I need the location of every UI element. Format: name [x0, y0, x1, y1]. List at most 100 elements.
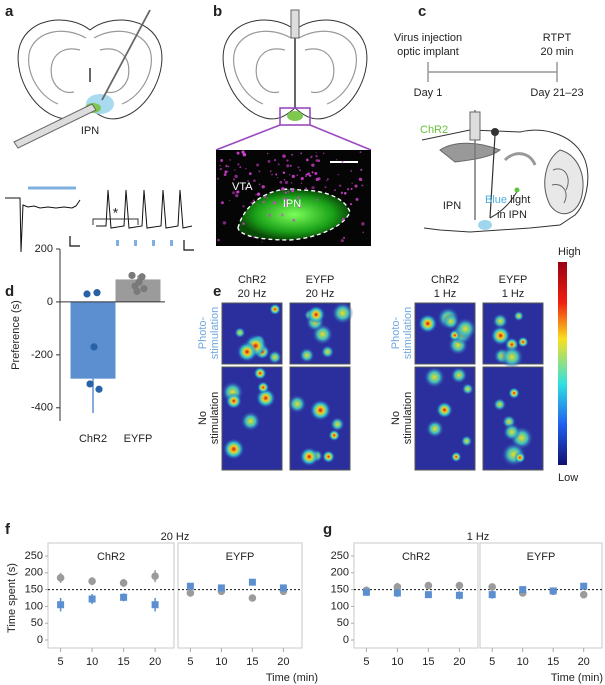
chart-title: ChR2: [402, 551, 430, 563]
speckle: [284, 180, 289, 185]
heat-spot: [508, 387, 520, 399]
speckle: [269, 208, 271, 210]
speckle: [298, 205, 302, 208]
heat-spot: [253, 366, 267, 380]
y-tick-label: 200: [35, 243, 53, 255]
heat-spot: [223, 438, 245, 460]
panel-letter: f: [5, 521, 11, 538]
speckle: [261, 241, 263, 243]
data-point: [151, 601, 159, 609]
speckle: [291, 174, 295, 179]
speckle: [341, 217, 345, 221]
speckle: [224, 170, 227, 173]
speckle: [263, 195, 267, 199]
speckle: [316, 198, 318, 201]
y-tick-label: 50: [337, 617, 349, 629]
y-tick-label: 200: [331, 567, 349, 579]
column-title: 1 Hz: [434, 288, 457, 300]
speckle: [225, 164, 228, 168]
timeline-note: RTPT: [543, 32, 572, 44]
speckle: [360, 168, 363, 171]
y-tick-label: 100: [25, 600, 43, 612]
data-point: [455, 581, 464, 590]
chart-title: EYFP: [527, 551, 556, 563]
x-tick-label: 5: [489, 656, 495, 668]
speckle: [268, 214, 272, 217]
heat-spot: [236, 341, 258, 362]
data-point: [393, 583, 402, 591]
speckle: [350, 170, 353, 172]
speckle: [296, 174, 298, 176]
speckle: [341, 160, 344, 163]
speckle: [256, 163, 260, 167]
row-label: stimulation: [209, 392, 221, 445]
x-tick-label: 10: [391, 656, 403, 668]
y-axis-label: Time spent (s): [6, 563, 18, 633]
data-point: [424, 581, 433, 590]
speckle: [343, 192, 347, 195]
light-label: in IPN: [497, 209, 527, 221]
heat-spot: [503, 423, 521, 441]
speckle: [220, 159, 224, 162]
plot-frame: [47, 542, 175, 649]
heat-spot: [450, 366, 468, 384]
speckle: [291, 189, 295, 193]
timeline-note: 20 min: [540, 46, 573, 58]
speckle: [340, 191, 344, 195]
panel-title: 20 Hz: [161, 531, 190, 543]
row-label: stimulation: [402, 307, 414, 360]
speckle: [256, 192, 261, 196]
speckle: [216, 177, 220, 180]
x-tick-label: 10: [215, 656, 227, 668]
data-point: [88, 595, 96, 603]
y-tick-label: 150: [25, 584, 43, 596]
heat-spot: [307, 305, 326, 324]
speckle: [338, 184, 342, 188]
speckle: [245, 168, 247, 170]
speckle: [305, 158, 309, 162]
speckle: [282, 196, 285, 200]
speckle: [226, 170, 229, 173]
speckle: [273, 201, 277, 205]
speckle: [244, 187, 247, 190]
speckle: [261, 185, 265, 189]
y-tick-label: 50: [31, 617, 43, 629]
speckle: [283, 179, 286, 181]
coronal-brain: [13, 9, 163, 149]
data-point: [57, 601, 65, 609]
column-title: EYFP: [499, 274, 528, 286]
speckle: [262, 200, 266, 204]
data-point: [151, 572, 159, 580]
data-point: [362, 588, 370, 596]
column-title: ChR2: [431, 274, 459, 286]
heat-spot: [257, 381, 270, 394]
speckle: [222, 221, 227, 225]
y-tick-label: 150: [331, 584, 349, 596]
speckle: [277, 163, 280, 166]
column-title: 1 Hz: [502, 288, 525, 300]
heat-spot: [309, 399, 332, 421]
speckle: [266, 152, 269, 155]
heat-spot: [442, 313, 459, 330]
speckle: [250, 201, 254, 205]
row-label: No: [390, 411, 402, 425]
x-tick-label: EYFP: [124, 433, 153, 445]
data-point: [86, 380, 94, 388]
speckle: [347, 188, 350, 191]
speckle: [351, 182, 353, 184]
speckle: [242, 222, 245, 225]
speckle: [350, 187, 353, 190]
plot-frame: [353, 542, 479, 649]
data-point: [186, 589, 195, 597]
data-point: [83, 290, 91, 298]
speckle: [282, 171, 286, 174]
panel-letter: c: [418, 3, 426, 20]
opsin-label: ChR2: [420, 124, 448, 136]
speckle: [253, 179, 256, 182]
speckle: [257, 203, 259, 206]
speckle: [355, 197, 359, 201]
panel-letter: a: [5, 3, 14, 20]
heat-spot: [225, 392, 242, 409]
heat-spot: [426, 419, 444, 438]
